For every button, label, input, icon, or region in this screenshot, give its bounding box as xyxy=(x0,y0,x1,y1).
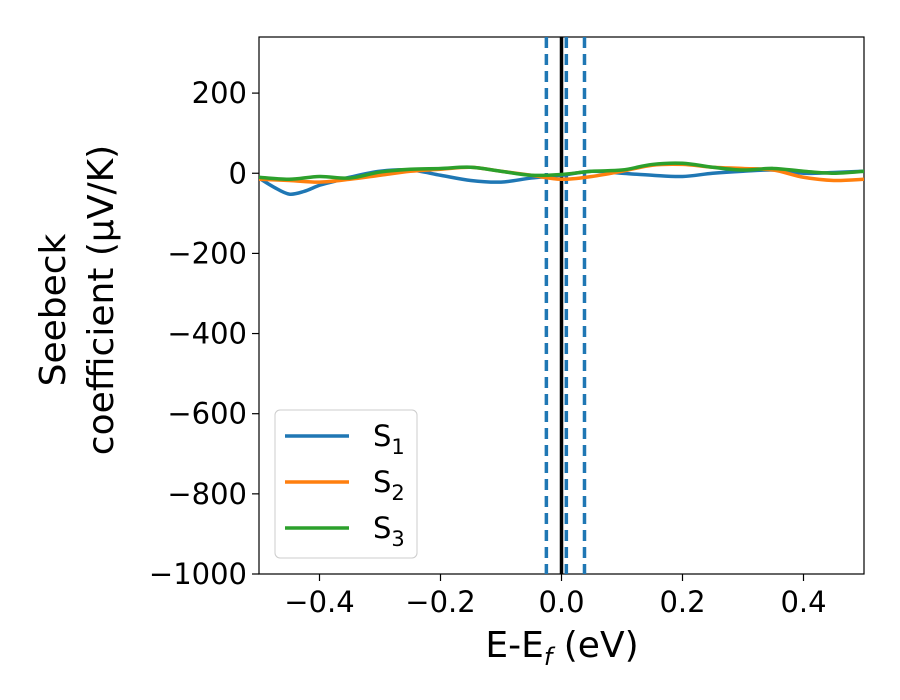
x-axis-label: E-Ef (eV) xyxy=(485,625,638,671)
y-tick-label: −800 xyxy=(167,477,247,511)
series-group xyxy=(259,161,864,196)
y-tick-label: −600 xyxy=(167,397,247,431)
x-tick-label: 0.2 xyxy=(659,585,705,619)
series-line-s3 xyxy=(259,161,864,182)
legend-label-s1: S1 xyxy=(373,419,405,459)
y-tick-label: −1000 xyxy=(149,557,247,591)
x-tick-label: 0.4 xyxy=(780,585,826,619)
y-axis-label-line1: Seebeck xyxy=(33,233,74,386)
x-tick-label: −0.2 xyxy=(405,585,475,619)
x-axis-ticks: −0.4 −0.2 0.0 0.2 0.4 xyxy=(284,574,827,619)
x-tick-label: 0.0 xyxy=(538,585,584,619)
y-tick-label: 0 xyxy=(229,156,247,190)
y-axis-ticks: 200 0 −200 −400 −600 −800 −1000 xyxy=(149,76,259,591)
vertical-reference-lines xyxy=(544,37,587,574)
legend-label-s2: S2 xyxy=(373,465,405,505)
y-tick-label: −200 xyxy=(167,236,247,270)
x-tick-label: −0.4 xyxy=(284,585,354,619)
legend: S1 S2 S3 xyxy=(274,409,418,559)
legend-box xyxy=(274,409,418,559)
legend-label-s3: S3 xyxy=(373,511,405,551)
y-tick-label: −400 xyxy=(167,317,247,351)
y-axis-label-line2: coefficient (μV/K) xyxy=(81,145,122,455)
y-tick-label: 200 xyxy=(192,76,247,110)
